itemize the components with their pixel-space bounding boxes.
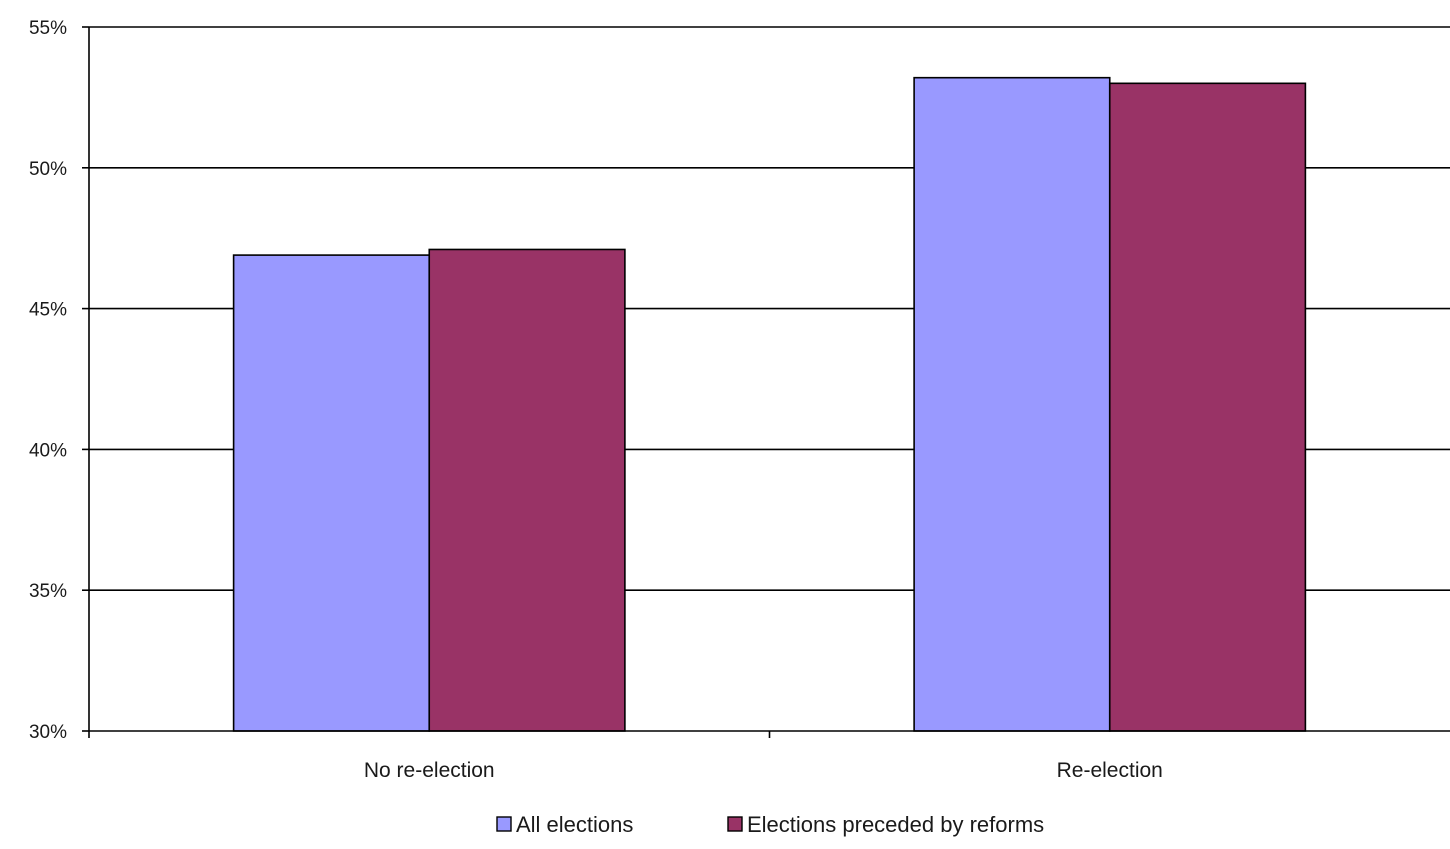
- bars: [232, 76, 1307, 732]
- axes: [82, 26, 1450, 738]
- y-tick-label: 30%: [29, 722, 67, 743]
- legend-label: Elections preceded by reforms: [747, 812, 1044, 837]
- legend-swatch: [496, 816, 512, 832]
- bar: [428, 248, 626, 732]
- x-category-label: No re-election: [364, 759, 495, 782]
- legend: All elections Elections preceded by refor…: [496, 812, 1044, 837]
- legend-label: All elections: [516, 812, 633, 837]
- y-tick-label: 55%: [29, 18, 67, 39]
- y-tick-label: 45%: [29, 300, 67, 321]
- bar: [913, 76, 1111, 732]
- bar: [1108, 82, 1307, 732]
- bar: [232, 254, 431, 732]
- y-tick-label: 40%: [29, 440, 67, 461]
- axis-labels: 30% 35% 40% 45% 50% 55% No re-election Re-elect…: [29, 18, 1163, 782]
- y-tick-label: 50%: [29, 159, 67, 180]
- y-tick-label: 35%: [29, 581, 67, 602]
- legend-swatch: [727, 816, 743, 832]
- x-category-label: Re-election: [1057, 759, 1163, 782]
